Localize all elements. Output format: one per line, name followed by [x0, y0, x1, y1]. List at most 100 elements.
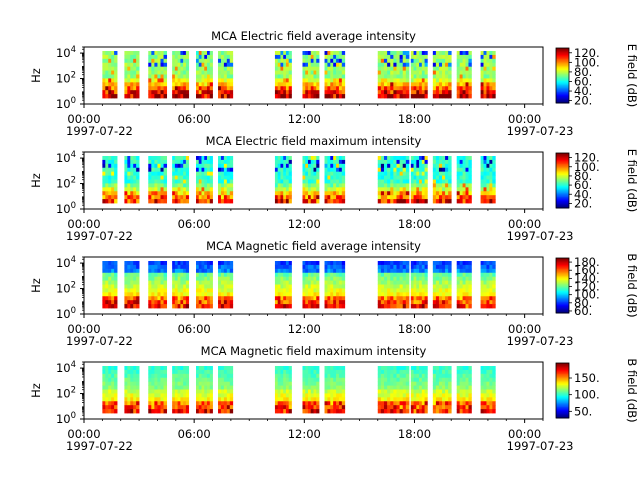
colorbar-tick-label: 140.: [574, 271, 600, 285]
colorbar-label: E field (dB): [625, 149, 639, 213]
x-date-label: 1997-07-23: [507, 334, 574, 348]
data-segment: [410, 51, 428, 99]
colorbar-tick-label: 100.: [574, 288, 600, 302]
data-segment: [124, 261, 140, 309]
colorbar-tick-label: 100.: [574, 388, 600, 402]
x-tick-label: 00:00: [508, 112, 541, 126]
data-segment: [410, 261, 428, 309]
data-segment: [456, 261, 472, 309]
data-segment: [102, 51, 118, 99]
axes-frame: [83, 46, 544, 105]
colorbar-tick-label: 160.: [574, 263, 600, 277]
data-segment: [218, 366, 234, 414]
colorbar-tick-label: 150.: [574, 371, 600, 385]
data-segment: [196, 156, 213, 204]
data-segment: [124, 51, 140, 99]
data-segment: [274, 366, 292, 414]
data-segment: [480, 261, 496, 309]
panel-title: MCA Electric field average intensity: [211, 29, 416, 43]
x-tick-label: 12:00: [288, 322, 321, 336]
x-tick-label: 00:00: [67, 322, 100, 336]
data-segment: [377, 156, 410, 204]
colorbar-label: B field (dB): [625, 358, 639, 422]
data-segment: [172, 261, 190, 309]
colorbar-label: E field (dB): [625, 44, 639, 108]
data-segment: [480, 366, 496, 414]
colorbar-tick-label: 100.: [574, 55, 600, 69]
data-segment: [148, 51, 168, 99]
data-segment: [274, 51, 292, 99]
x-date-label: 1997-07-22: [66, 439, 133, 453]
data-segment: [274, 156, 292, 204]
panel-title: MCA Magnetic field average intensity: [206, 239, 421, 253]
x-tick-label: 00:00: [508, 322, 541, 336]
data-segment: [324, 156, 346, 204]
y-tick-label: 102: [56, 176, 76, 191]
x-tick-label: 06:00: [178, 112, 211, 126]
data-segment: [456, 366, 472, 414]
x-tick-label: 18:00: [398, 217, 431, 231]
y-tick-label: 102: [56, 71, 76, 86]
data-segment: [102, 156, 118, 204]
colorbar-tick-label: 80.: [574, 65, 592, 79]
x-tick-label: 06:00: [178, 427, 211, 441]
colorbar-tick-label: 50.: [574, 404, 592, 418]
x-tick-label: 00:00: [67, 427, 100, 441]
colorbar: 60.80.100.120.140.160.180. B field (dB): [555, 253, 639, 318]
axes-frame: [83, 256, 544, 315]
y-tick-label: 100: [56, 96, 76, 111]
colorbar-tick-label: 100.: [574, 160, 600, 174]
x-tick-label: 06:00: [178, 217, 211, 231]
data-segment: [302, 366, 320, 414]
x-tick-label: 12:00: [288, 427, 321, 441]
data-segment: [410, 366, 428, 414]
y-tick-label: 102: [56, 386, 76, 401]
spectrogram: [102, 366, 496, 414]
x-date-label: 1997-07-22: [66, 334, 133, 348]
panel-4: MCA Magnetic field maximum intensity1001…: [29, 344, 639, 453]
colorbar-frame: [555, 152, 570, 209]
data-segment: [196, 51, 213, 99]
data-segment: [480, 156, 496, 204]
y-axis-label: Hz: [29, 68, 43, 83]
data-segment: [432, 51, 452, 99]
x-tick-label: 18:00: [398, 112, 431, 126]
x-date-label: 1997-07-22: [66, 229, 133, 243]
spectrogram: [102, 261, 496, 309]
y-tick-label: 100: [56, 201, 76, 216]
data-segment: [274, 261, 292, 309]
colorbar-tick-label: 120.: [574, 151, 600, 165]
axes-frame: [83, 151, 544, 210]
colorbar-tick-label: 80.: [574, 169, 592, 183]
panel-3: MCA Magnetic field average intensity1001…: [29, 239, 639, 348]
colorbar-tick-label: 60.: [574, 74, 592, 88]
colorbar-tick-label: 120.: [574, 46, 600, 60]
x-tick-label: 12:00: [288, 217, 321, 231]
data-segment: [302, 261, 320, 309]
data-segment: [102, 261, 118, 309]
panel-title: MCA Magnetic field maximum intensity: [201, 344, 427, 358]
colorbar: 20.40.60.80.100.120. E field (dB): [555, 149, 639, 213]
colorbar-tick-label: 60.: [574, 304, 592, 318]
data-segment: [377, 261, 410, 309]
y-tick-label: 102: [56, 281, 76, 296]
colorbar: 20.40.60.80.100.120. E field (dB): [555, 44, 639, 108]
data-segment: [172, 156, 190, 204]
data-segment: [196, 366, 213, 414]
x-date-label: 1997-07-22: [66, 124, 133, 138]
data-segment: [432, 156, 452, 204]
x-tick-label: 18:00: [398, 427, 431, 441]
data-segment: [456, 156, 472, 204]
x-date-label: 1997-07-23: [507, 124, 574, 138]
data-segment: [432, 261, 452, 309]
colorbar-frame: [555, 257, 570, 314]
x-date-label: 1997-07-23: [507, 229, 574, 243]
panel-title: MCA Electric field maximum intensity: [206, 134, 422, 148]
x-tick-label: 00:00: [67, 217, 100, 231]
x-tick-label: 00:00: [67, 112, 100, 126]
